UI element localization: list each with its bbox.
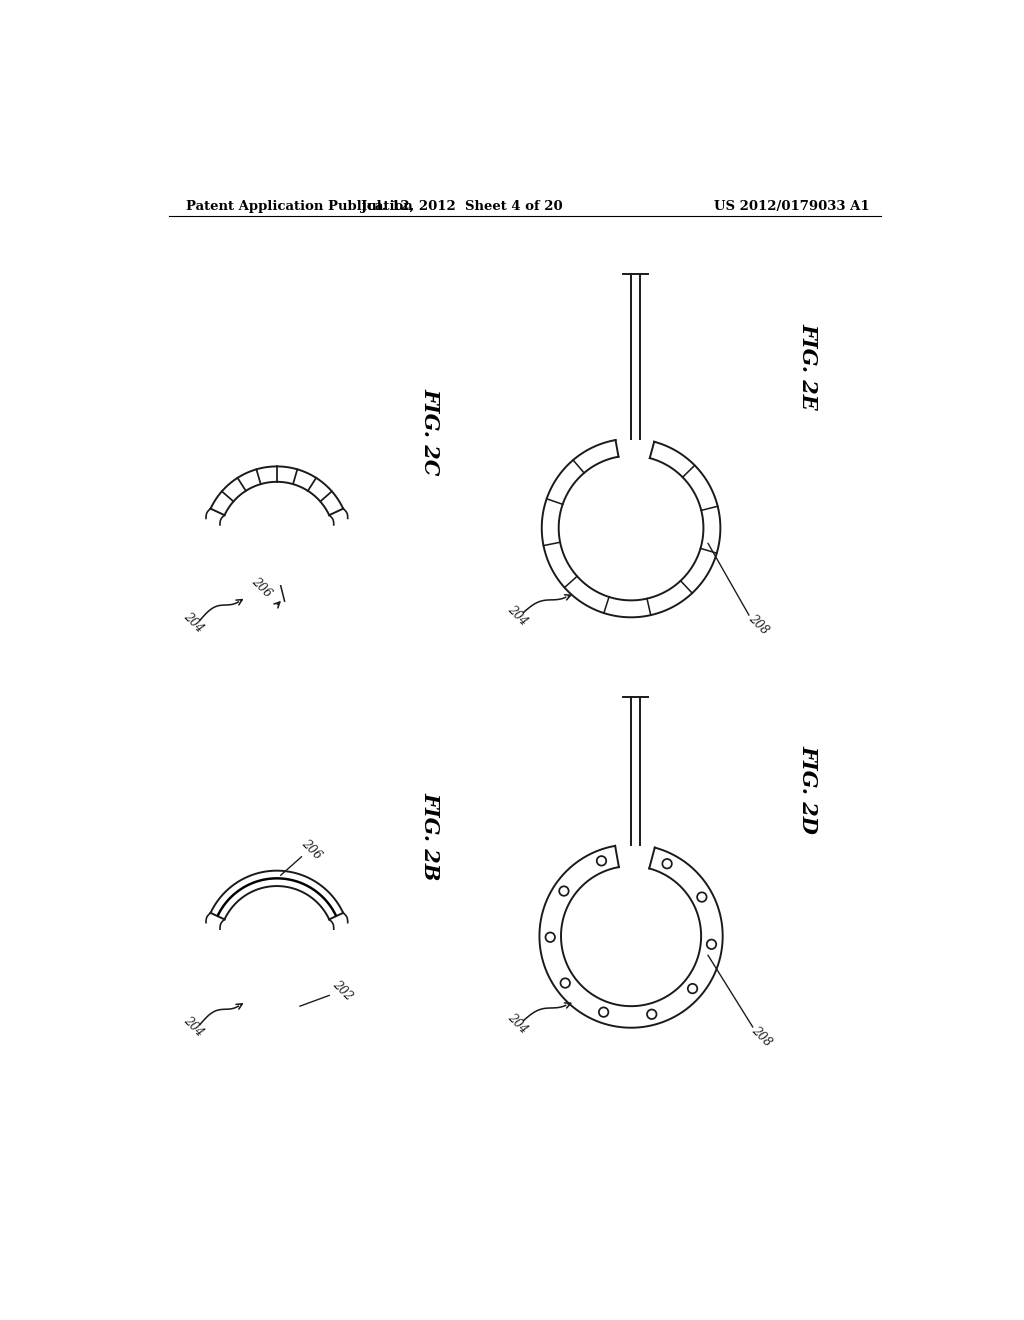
Text: 206: 206 [299,837,324,862]
Polygon shape [542,440,720,618]
Circle shape [688,983,697,994]
Text: 204: 204 [181,610,206,635]
Text: FIG. 2E: FIG. 2E [798,323,818,409]
Text: 202: 202 [330,977,355,1003]
Text: 208: 208 [745,611,771,636]
Circle shape [697,892,707,902]
Text: 204: 204 [505,1011,529,1036]
Text: FIG. 2C: FIG. 2C [421,388,441,475]
Circle shape [559,886,568,896]
Text: FIG. 2D: FIG. 2D [798,746,818,834]
Text: 208: 208 [750,1023,774,1049]
Text: 204: 204 [181,1014,206,1040]
Text: US 2012/0179033 A1: US 2012/0179033 A1 [714,199,869,213]
Text: Jul. 12, 2012  Sheet 4 of 20: Jul. 12, 2012 Sheet 4 of 20 [360,199,562,213]
Polygon shape [211,871,343,920]
Circle shape [597,857,606,866]
Polygon shape [216,876,337,916]
Text: 204: 204 [505,602,529,627]
Text: FIG. 2B: FIG. 2B [421,792,441,880]
Text: Patent Application Publication: Patent Application Publication [186,199,413,213]
Circle shape [560,978,570,987]
Polygon shape [540,846,723,1028]
Text: 206: 206 [249,574,274,599]
Circle shape [599,1007,608,1016]
Circle shape [546,932,555,942]
Circle shape [663,859,672,869]
Polygon shape [211,466,343,515]
Circle shape [707,940,716,949]
Circle shape [647,1010,656,1019]
